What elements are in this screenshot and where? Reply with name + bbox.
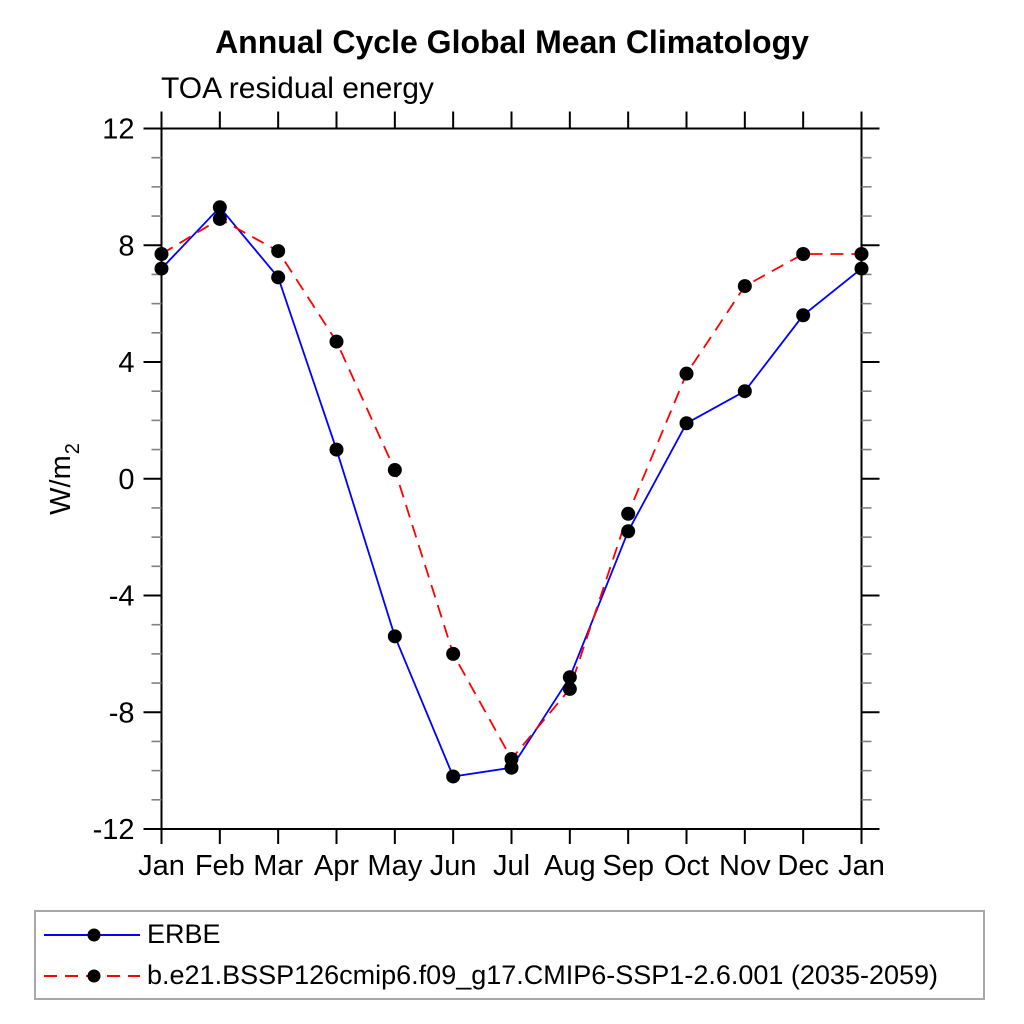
chart-title: Annual Cycle Global Mean Climatology [215, 24, 809, 60]
data-point-marker [446, 769, 461, 784]
x-axis: Jan Feb Mar Apr May Jun Jul Aug Sep Oct Nov Dec Jan [138, 111, 885, 882]
x-tick-label: Apr [314, 850, 359, 882]
data-point-marker [446, 646, 461, 661]
x-tick-label: Feb [195, 850, 245, 882]
x-tick-label: Aug [544, 850, 596, 882]
data-point-marker [679, 416, 694, 431]
x-tick-label: May [367, 850, 422, 882]
data-point-marker [154, 247, 169, 262]
y-tick-label: 0 [118, 464, 134, 496]
x-tick-label: Jul [493, 850, 530, 882]
x-tick-label: Mar [253, 850, 303, 882]
y-tick-label: 12 [102, 114, 134, 146]
data-point-marker [854, 261, 869, 276]
y-tick-label: -8 [109, 697, 135, 729]
data-point-marker [679, 366, 694, 381]
erbe-line-sample-icon [44, 928, 140, 941]
model-line [161, 217, 862, 761]
data-point-marker [796, 308, 811, 323]
data-point-marker [796, 247, 811, 262]
data-point-marker [621, 524, 636, 539]
legend-label-erbe: ERBE [147, 919, 221, 949]
data-point-marker [271, 270, 286, 285]
data-point-marker [271, 244, 286, 259]
y-tick-label: -12 [93, 814, 135, 846]
y-tick-label: 8 [118, 230, 134, 262]
data-point-marker [737, 279, 752, 294]
chart-subtitle: TOA residual energy [161, 72, 434, 105]
legend-label-model: b.e21.BSSP126cmip6.f09_g17.CMIP6-SSP1-2.… [147, 960, 939, 990]
erbe-line [160, 205, 863, 778]
data-point-marker [387, 629, 402, 644]
x-tick-label: Jan [138, 850, 185, 882]
data-point-marker [562, 681, 577, 696]
x-tick-label: Nov [719, 850, 771, 882]
y-axis-title: W/m2 [45, 443, 84, 515]
x-tick-label: Jan [838, 850, 885, 882]
model-line-sample-icon [44, 969, 140, 982]
x-tick-label: Jun [430, 850, 477, 882]
x-tick-label: Sep [602, 850, 654, 882]
legend-item-erbe: ERBE [42, 914, 983, 955]
data-point-marker [854, 247, 869, 262]
y-tick-label: -4 [109, 581, 135, 613]
plot-area: Jan Feb Mar Apr May Jun Jul Aug Sep Oct Nov Dec Jan-… [45, 111, 885, 882]
legend-item-model: b.e21.BSSP126cmip6.f09_g17.CMIP6-SSP1-2.… [42, 955, 983, 996]
x-tick-label: Oct [664, 850, 709, 882]
data-point-marker [154, 261, 169, 276]
y-tick-label: 4 [118, 347, 134, 379]
data-point-marker [212, 200, 227, 215]
x-tick-label: Dec [777, 850, 829, 882]
data-point-marker [329, 334, 344, 349]
data-point-marker [737, 384, 752, 399]
data-point-marker [329, 442, 344, 457]
y-axis: -12 -8 -4 0 4 8 12 [93, 114, 880, 846]
data-point-marker [562, 670, 577, 685]
data-point-marker [504, 751, 519, 766]
plot-frame [160, 127, 863, 830]
data-point-marker [212, 211, 227, 226]
data-point-marker [621, 506, 636, 521]
legend: ERBE b.e21.BSSP126cmip6.f09_g17.CMIP6-SS… [34, 910, 985, 1000]
data-point-marker [387, 462, 402, 477]
